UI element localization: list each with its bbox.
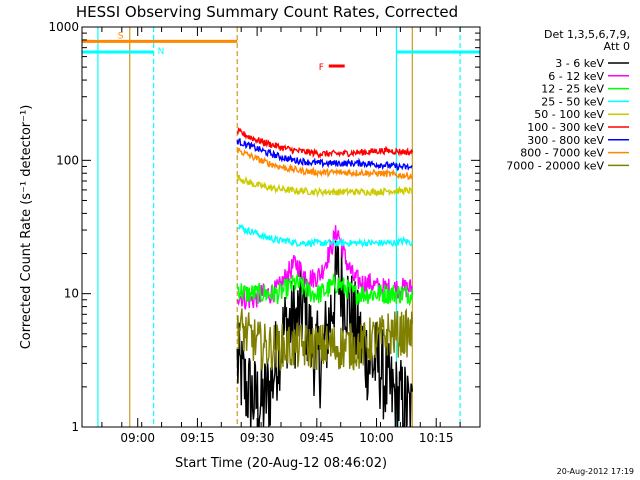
y-tick-label-2: 100 bbox=[56, 153, 79, 167]
flag-label-1: N bbox=[158, 47, 165, 57]
flag-label-3: F bbox=[319, 63, 324, 73]
timestamp: 20-Aug-2012 17:19 bbox=[557, 467, 634, 476]
x-tick-label-4: 10:00 bbox=[359, 431, 394, 445]
series-line-3 bbox=[236, 223, 413, 249]
legend-header-line1: Det 1,3,5,6,7,9, bbox=[544, 28, 630, 41]
legend-header-line2: Att 0 bbox=[604, 40, 630, 53]
legend-label-7: 800 - 7000 keV bbox=[520, 147, 604, 160]
series-line-7 bbox=[237, 148, 413, 180]
series-line-5 bbox=[236, 127, 413, 159]
legend-label-8: 7000 - 20000 keV bbox=[506, 159, 604, 172]
flag-label-0: S bbox=[118, 31, 124, 41]
legend-label-2: 12 - 25 keV bbox=[541, 83, 604, 96]
y-tick-label-1: 10 bbox=[64, 287, 79, 301]
legend-label-4: 50 - 100 keV bbox=[534, 108, 604, 121]
x-tick-label-3: 09:45 bbox=[300, 431, 335, 445]
y-tick-label-0: 1 bbox=[71, 420, 79, 434]
x-tick-label-5: 10:15 bbox=[419, 431, 454, 445]
axes: 1 10 100 1000 09:00 09:15 09:30 09:45 10:00 10:15 bbox=[48, 20, 481, 445]
legend-label-5: 100 - 300 keV bbox=[527, 121, 604, 134]
x-tick-label-0: 09:00 bbox=[120, 431, 155, 445]
legend-label-1: 6 - 12 keV bbox=[548, 70, 604, 83]
x-axis-label: Start Time (20-Aug-12 08:46:02) bbox=[175, 456, 387, 471]
y-tick-label-3: 1000 bbox=[48, 20, 79, 34]
x-tick-label-1: 09:15 bbox=[180, 431, 215, 445]
legend-label-3: 25 - 50 keV bbox=[541, 95, 604, 108]
plot-area: S N F bbox=[82, 27, 480, 427]
series-line-4 bbox=[236, 174, 413, 198]
chart-title: HESSI Observing Summary Count Rates, Cor… bbox=[76, 3, 458, 21]
series-line-6 bbox=[236, 138, 413, 171]
legend-label-6: 300 - 800 keV bbox=[527, 134, 604, 147]
legend-label-0: 3 - 6 keV bbox=[555, 57, 604, 70]
y-axis-label: Corrected Count Rate (s⁻¹ detector⁻¹) bbox=[19, 105, 34, 350]
series-line-2 bbox=[236, 272, 413, 307]
series-line-8 bbox=[236, 307, 413, 371]
x-tick-label-2: 09:30 bbox=[240, 431, 275, 445]
series-line-0 bbox=[236, 240, 413, 427]
